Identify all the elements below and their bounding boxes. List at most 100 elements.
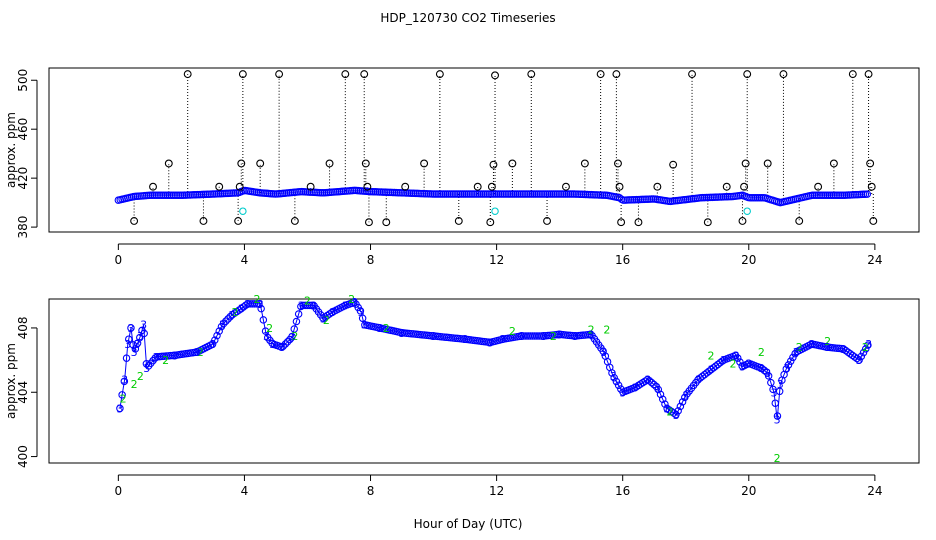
y-tick-label: 380: [16, 216, 30, 239]
series-2-marker: 2: [254, 293, 261, 306]
outlier-point: [164, 159, 173, 168]
series-3-marker: 3: [127, 322, 134, 335]
outlier-point: [740, 182, 749, 191]
series-3-marker: 3: [310, 299, 317, 312]
outlier-point: [325, 159, 334, 168]
series-3-marker: 3: [143, 362, 150, 375]
series-point: [789, 353, 797, 362]
series-point: [288, 332, 296, 341]
series-3-marker: 3: [745, 357, 752, 370]
x-tick-label: 24: [867, 484, 882, 498]
outlier-point: [435, 70, 444, 79]
series-3-marker: 3: [342, 299, 349, 312]
y-tick-label: 400: [16, 445, 30, 468]
series-point: [116, 404, 124, 413]
series-2-marker: 2: [588, 324, 595, 337]
outlier-point: [866, 159, 875, 168]
series-point: [864, 341, 872, 349]
series-point: [224, 315, 232, 323]
series-3-marker: 3: [288, 332, 295, 345]
series-3-marker: 3: [840, 343, 847, 356]
series-2-marker: 2: [162, 354, 169, 367]
outlier-point: [235, 182, 244, 191]
series-point: [773, 412, 782, 420]
series-point: [786, 357, 795, 365]
series-3-marker: 3: [244, 298, 251, 311]
series-3-marker: 3: [228, 309, 235, 322]
series-2-marker: 2: [603, 324, 610, 337]
series-3-marker: 3: [351, 296, 358, 309]
series-3-marker: 3: [209, 338, 216, 351]
outlier-point: [741, 159, 750, 168]
series-point: [599, 347, 607, 355]
series-3-marker: 3: [153, 351, 160, 364]
series-3-marker: 3: [793, 346, 800, 359]
series-point: [122, 354, 131, 362]
outlier-point: [543, 217, 551, 225]
series-point: [764, 372, 773, 380]
series-point: [855, 356, 863, 364]
series-point: [211, 336, 219, 344]
series-point: [672, 410, 680, 419]
series-point: [857, 352, 866, 361]
series-3-marker: 3: [682, 389, 689, 402]
series-point: [670, 409, 678, 417]
series-point: [661, 400, 669, 408]
series-3-marker: 3: [131, 346, 138, 359]
outlier-point: [382, 218, 391, 227]
series-point: [259, 316, 268, 324]
y-tick-label: 420: [16, 167, 30, 190]
series-point: [859, 348, 868, 357]
outlier-point: [306, 182, 315, 191]
outlier-point: [183, 70, 192, 79]
series-2-marker: 2: [137, 370, 144, 383]
series-2-marker: 2: [666, 406, 673, 419]
outlier-point: [363, 182, 372, 191]
series-point: [356, 307, 365, 315]
outlier-point: [149, 182, 157, 191]
series-2-marker: 2: [862, 341, 869, 354]
outlier-point: [596, 70, 605, 79]
outlier-point: [829, 159, 838, 168]
series-point: [678, 398, 687, 406]
series-3-marker: 3: [739, 361, 746, 374]
series-point: [733, 354, 742, 362]
outlier-point: [615, 182, 624, 191]
series-point: [261, 327, 270, 335]
series-point: [612, 377, 621, 386]
outlier-point: [864, 70, 873, 79]
series-2-marker: 2: [231, 306, 238, 319]
series-3-marker: 3: [376, 322, 383, 335]
outlier-point: [454, 217, 463, 225]
series-point: [853, 354, 861, 363]
series-3-marker: 3: [663, 402, 670, 415]
outlier-point: [341, 70, 350, 79]
series-3-marker: 3: [707, 364, 714, 377]
series-2-marker: 2: [774, 452, 781, 465]
series-point: [257, 304, 265, 313]
series-2-marker: 2: [348, 293, 355, 306]
outlier-point: [722, 182, 731, 191]
series-3-marker: 3: [856, 354, 863, 367]
series-3-marker: 3: [124, 338, 131, 351]
series-3-marker: 3: [824, 341, 831, 354]
series-3-marker: 3: [764, 367, 771, 380]
outlier-point: [199, 217, 208, 225]
series-3-marker: 3: [540, 330, 547, 343]
series-point: [650, 380, 658, 389]
outlier-point: [361, 159, 370, 168]
series-2-marker: 2: [758, 346, 765, 359]
series-2-marker: 2: [197, 346, 204, 359]
outlier-point: [669, 160, 678, 169]
outlier-point: [527, 70, 536, 79]
outlier-point: [420, 159, 429, 168]
x-tick-label: 16: [615, 484, 630, 498]
series-point: [222, 317, 230, 325]
series-3-marker: 3: [116, 402, 123, 415]
x-tick-label: 16: [615, 253, 630, 267]
top-panel-y-label: approx. ppm: [4, 112, 18, 188]
series-point: [674, 407, 682, 415]
series-3-marker: 3: [140, 319, 147, 332]
flagged-point: [491, 207, 499, 215]
outlier-point: [738, 217, 747, 225]
